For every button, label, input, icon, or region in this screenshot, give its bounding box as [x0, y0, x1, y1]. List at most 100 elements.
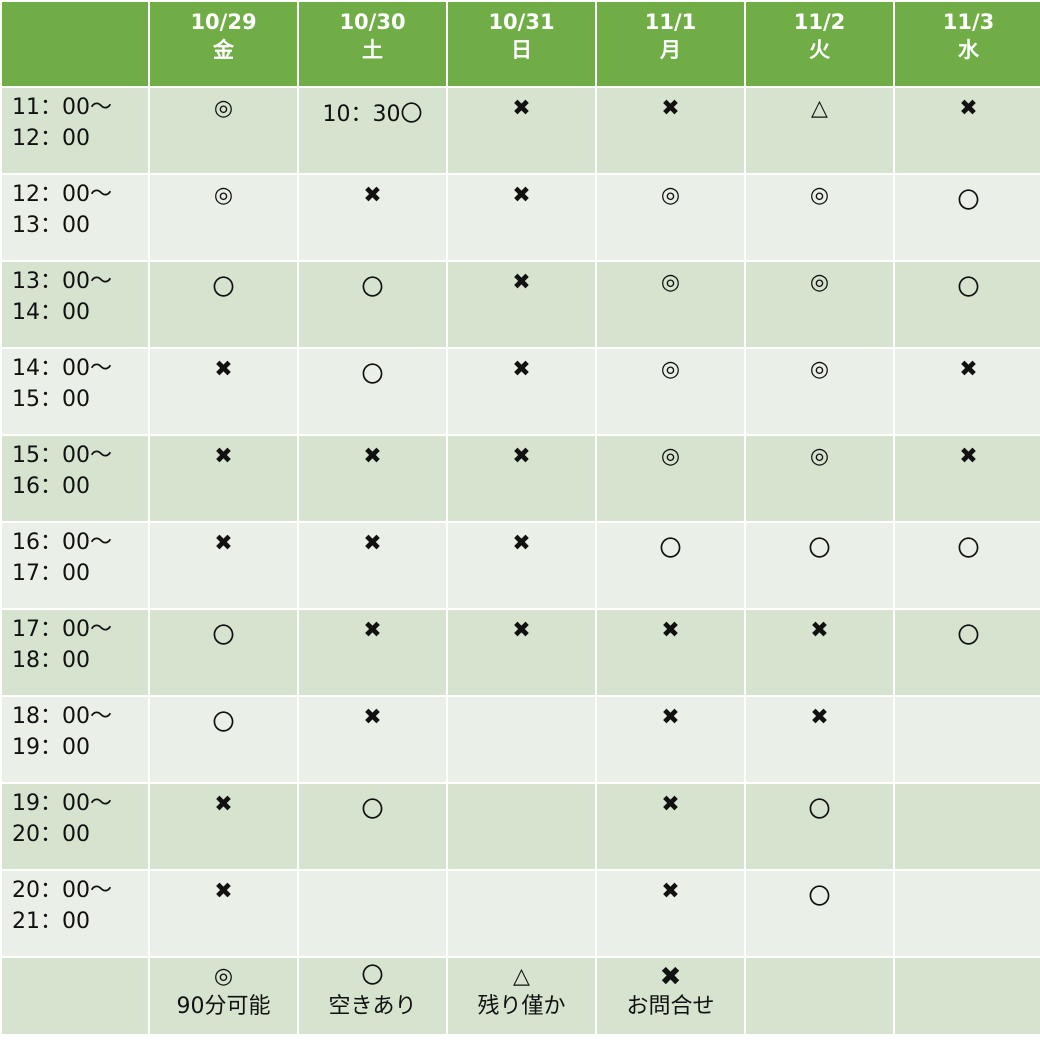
time-start: 13：00〜 [12, 269, 112, 294]
availability-cell: 〇 [744, 869, 895, 958]
day-weekday: 日 [511, 38, 532, 62]
availability-cell: ✖ [446, 347, 597, 436]
legend-item: △ 残り僅か [446, 956, 597, 1036]
time-end: 21：00 [12, 909, 90, 934]
day-date: 11/3 [942, 10, 995, 34]
day-date: 10/29 [190, 10, 257, 34]
time-slot-label: 20：00〜 21：00 [0, 869, 150, 958]
availability-cell: ✖ [297, 695, 448, 784]
availability-cell: ✖ [297, 608, 448, 697]
availability-cell: ✖ [148, 782, 299, 871]
availability-cell: 〇 [595, 521, 746, 610]
day-header: 11/3 水 [893, 0, 1040, 88]
legend-symbol: △ [513, 964, 530, 989]
time-slot-label: 16：00〜 17：00 [0, 521, 150, 610]
day-weekday: 金 [213, 38, 234, 62]
availability-cell: 〇 [148, 695, 299, 784]
time-end: 12：00 [12, 126, 90, 151]
availability-cell: ✖ [744, 608, 895, 697]
legend-item [893, 956, 1040, 1036]
time-slot-label: 12：00〜 13：00 [0, 173, 150, 262]
legend-meaning: 空きあり [328, 994, 417, 1019]
day-date: 11/1 [644, 10, 697, 34]
time-slot-row: 12：00〜 13：00 ◎ ✖ ✖ ◎ ◎ 〇 [0, 173, 1040, 262]
header-row: 10/29 金 10/30 土 10/31 日 11/1 月 11/2 火 11/3 水 [0, 0, 1040, 88]
time-end: 16：00 [12, 474, 90, 499]
time-start: 11：00〜 [12, 95, 112, 120]
availability-cell: ✖ [446, 521, 597, 610]
availability-cell: ✖ [297, 434, 448, 523]
availability-cell [893, 782, 1040, 871]
time-start: 19：00〜 [12, 791, 112, 816]
availability-cell [893, 695, 1040, 784]
availability-cell: ◎ [595, 434, 746, 523]
legend-item: ✖ お問合せ [595, 956, 746, 1036]
availability-cell: ✖ [148, 434, 299, 523]
time-start: 18：00〜 [12, 704, 112, 729]
legend-symbol: ✖ [659, 962, 682, 992]
availability-cell: 〇 [297, 347, 448, 436]
availability-cell: 〇 [893, 521, 1040, 610]
time-start: 20：00〜 [12, 878, 112, 903]
day-weekday: 土 [362, 38, 383, 62]
availability-cell: ✖ [744, 695, 895, 784]
day-date: 10/30 [339, 10, 406, 34]
availability-cell: ✖ [148, 521, 299, 610]
day-date: 10/31 [488, 10, 555, 34]
legend-row: ◎ 90分可能 〇空きあり △ 残り僅か ✖ お問合せ [0, 956, 1040, 1036]
day-header: 11/1 月 [595, 0, 746, 88]
time-slot-row: 15：00〜 16：00 ✖ ✖ ✖ ◎ ◎ ✖ [0, 434, 1040, 523]
time-slot-row: 19：00〜 20：00 ✖ 〇 ✖ 〇 [0, 782, 1040, 871]
availability-cell: 〇 [297, 782, 448, 871]
availability-cell: ✖ [446, 173, 597, 262]
availability-cell: ✖ [446, 86, 597, 175]
availability-cell: ◎ [595, 173, 746, 262]
availability-cell: ✖ [893, 86, 1040, 175]
availability-cell: ✖ [893, 434, 1040, 523]
time-slot-label: 13：00〜 14：00 [0, 260, 150, 349]
availability-cell: ◎ [744, 260, 895, 349]
availability-cell: ✖ [446, 434, 597, 523]
availability-cell [446, 782, 597, 871]
availability-cell: ✖ [297, 173, 448, 262]
time-slot-row: 13：00〜 14：00 〇〇 ✖ ◎ ◎ 〇 [0, 260, 1040, 349]
availability-cell: 10：30〇 [297, 86, 448, 175]
time-start: 16：00〜 [12, 530, 112, 555]
availability-cell: 〇 [744, 782, 895, 871]
time-slot-row: 16：00〜 17：00 ✖ ✖ ✖ 〇〇〇 [0, 521, 1040, 610]
time-slot-row: 20：00〜 21：00 ✖ ✖ 〇 [0, 869, 1040, 958]
availability-cell: ✖ [595, 608, 746, 697]
time-start: 14：00〜 [12, 356, 112, 381]
availability-cell [446, 695, 597, 784]
availability-cell: ✖ [595, 695, 746, 784]
availability-cell: ✖ [595, 869, 746, 958]
availability-cell [893, 869, 1040, 958]
day-header: 10/31 日 [446, 0, 597, 88]
time-end: 15：00 [12, 387, 90, 412]
availability-cell [446, 869, 597, 958]
time-end: 17：00 [12, 561, 90, 586]
availability-cell: 〇 [893, 260, 1040, 349]
day-weekday: 月 [660, 38, 681, 62]
day-date: 11/2 [793, 10, 846, 34]
legend-meaning: 90分可能 [176, 994, 271, 1019]
time-slot-label: 11：00〜 12：00 [0, 86, 150, 175]
time-slot-row: 17：00〜 18：00 〇 ✖ ✖ ✖ ✖ 〇 [0, 608, 1040, 697]
availability-cell: 〇 [297, 260, 448, 349]
availability-cell: ◎ [744, 434, 895, 523]
legend-meaning: お問合せ [626, 994, 715, 1019]
day-header: 10/29 金 [148, 0, 299, 88]
availability-cell: ✖ [148, 347, 299, 436]
day-weekday: 火 [809, 38, 830, 62]
legend-item [744, 956, 895, 1036]
time-start: 17：00〜 [12, 617, 112, 642]
availability-cell: ◎ [744, 347, 895, 436]
legend-meaning: 残り僅か [477, 994, 566, 1019]
time-start: 15：00〜 [12, 443, 112, 468]
availability-cell: ✖ [893, 347, 1040, 436]
time-end: 14：00 [12, 300, 90, 325]
legend-corner [0, 956, 150, 1036]
time-end: 20：00 [12, 822, 90, 847]
availability-cell: ◎ [595, 260, 746, 349]
